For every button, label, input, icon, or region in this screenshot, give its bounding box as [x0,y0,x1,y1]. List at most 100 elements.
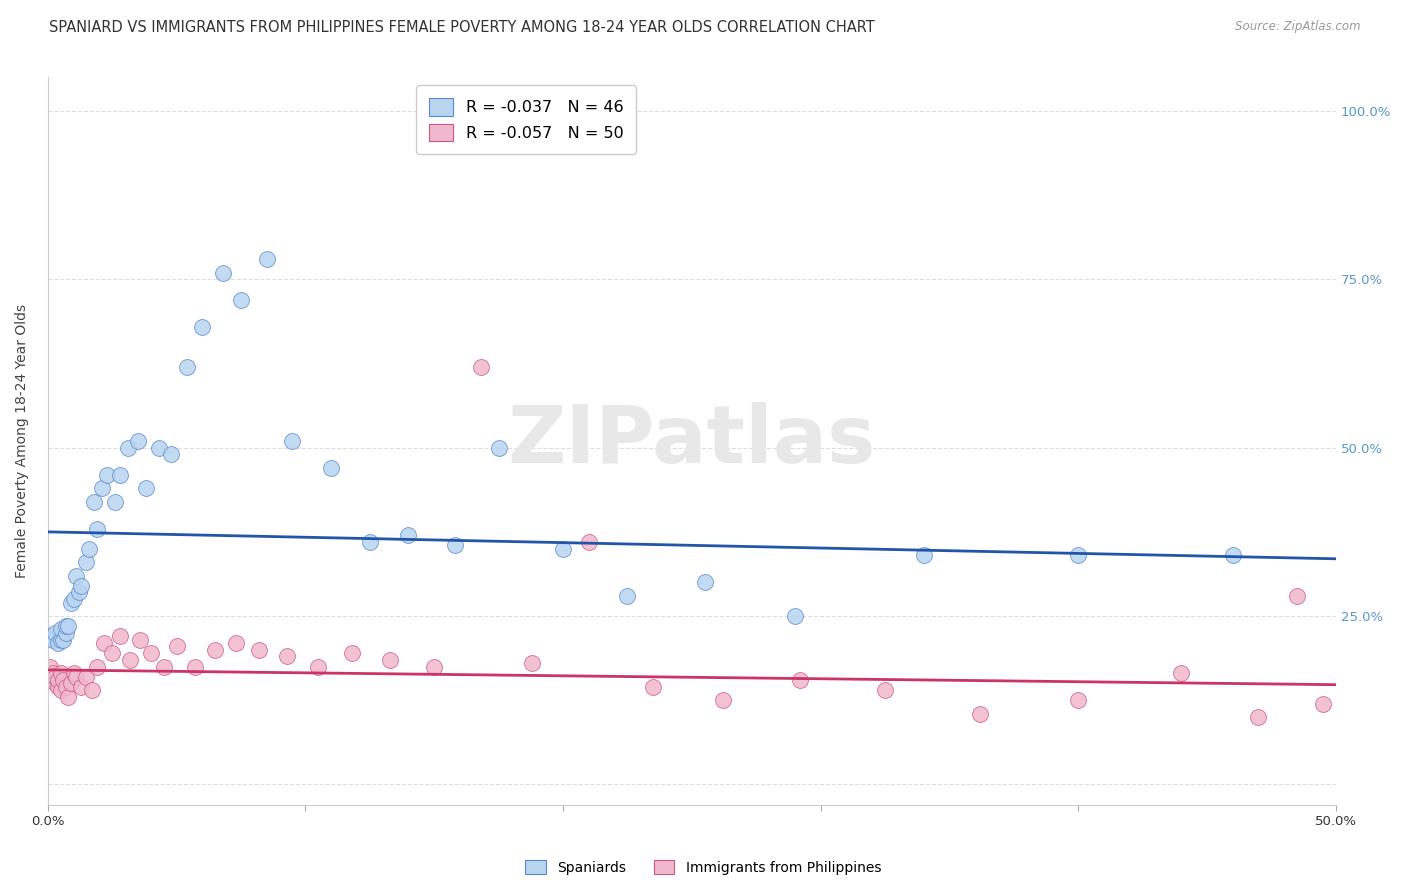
Point [39,670,62,684]
Point [183,659,205,673]
Point [247,642,270,657]
Point [225,636,247,650]
Y-axis label: Female Poverty Among 18-24 Year Olds: Female Poverty Among 18-24 Year Olds [15,304,30,578]
Point [191,319,214,334]
Point [551,541,574,556]
Point [49,683,72,698]
Point [59,676,82,690]
Point [55,619,77,633]
Point [86,659,108,673]
Point [67,585,90,599]
Point [359,535,381,549]
Point [62,592,84,607]
Point [423,659,446,673]
Point [55,680,77,694]
Point [321,461,343,475]
Point [52,632,75,647]
Point [75,555,97,569]
Point [70,579,93,593]
Point [42,632,65,647]
Point [152,659,174,673]
Point [307,659,329,673]
Point [70,680,93,694]
Point [49,623,72,637]
Point [204,642,226,657]
Point [75,670,97,684]
Point [55,625,77,640]
Point [83,494,105,508]
Point [127,434,149,448]
Point [380,653,402,667]
Legend: Spaniards, Immigrants from Philippines: Spaniards, Immigrants from Philippines [519,855,887,880]
Point [90,481,112,495]
Point [58,619,80,633]
Point [488,441,510,455]
Point [96,467,118,482]
Point [62,666,84,681]
Point [256,252,278,267]
Legend: R = -0.037   N = 46, R = -0.057   N = 50: R = -0.037 N = 46, R = -0.057 N = 50 [416,86,637,153]
Point [229,293,252,307]
Point [52,673,75,687]
Point [616,589,638,603]
Point [46,636,69,650]
Point [59,596,82,610]
Point [643,680,665,694]
Point [520,656,543,670]
Point [39,659,62,673]
Point [1222,549,1244,563]
Point [139,646,162,660]
Point [873,683,896,698]
Point [276,649,298,664]
Point [578,535,600,549]
Point [49,632,72,647]
Point [281,434,304,448]
Point [44,676,66,690]
Point [783,609,806,624]
Point [42,666,65,681]
Point [470,359,492,374]
Point [46,673,69,687]
Point [693,575,716,590]
Point [65,670,87,684]
Point [46,680,69,694]
Text: ZIPatlas: ZIPatlas [508,402,876,480]
Point [176,359,198,374]
Point [443,538,465,552]
Point [396,528,419,542]
Point [1286,589,1309,603]
Point [58,690,80,704]
Point [1170,666,1192,681]
Point [49,666,72,681]
Text: Source: ZipAtlas.com: Source: ZipAtlas.com [1236,20,1361,33]
Point [1067,549,1090,563]
Point [44,625,66,640]
Point [108,467,131,482]
Point [1247,710,1270,724]
Point [129,632,152,647]
Point [93,636,115,650]
Point [1067,693,1090,707]
Point [212,266,235,280]
Point [39,629,62,643]
Point [148,441,170,455]
Point [108,629,131,643]
Point [166,640,188,654]
Text: SPANIARD VS IMMIGRANTS FROM PHILIPPINES FEMALE POVERTY AMONG 18-24 YEAR OLDS COR: SPANIARD VS IMMIGRANTS FROM PHILIPPINES … [49,20,875,35]
Point [104,494,127,508]
Point [711,693,734,707]
Point [44,670,66,684]
Point [912,549,935,563]
Point [969,706,991,721]
Point [101,646,124,660]
Point [65,568,87,582]
Point [120,653,142,667]
Point [160,447,183,461]
Point [117,441,139,455]
Point [340,646,363,660]
Point [789,673,811,687]
Point [135,481,157,495]
Point [80,683,103,698]
Point [77,541,100,556]
Point [42,673,65,687]
